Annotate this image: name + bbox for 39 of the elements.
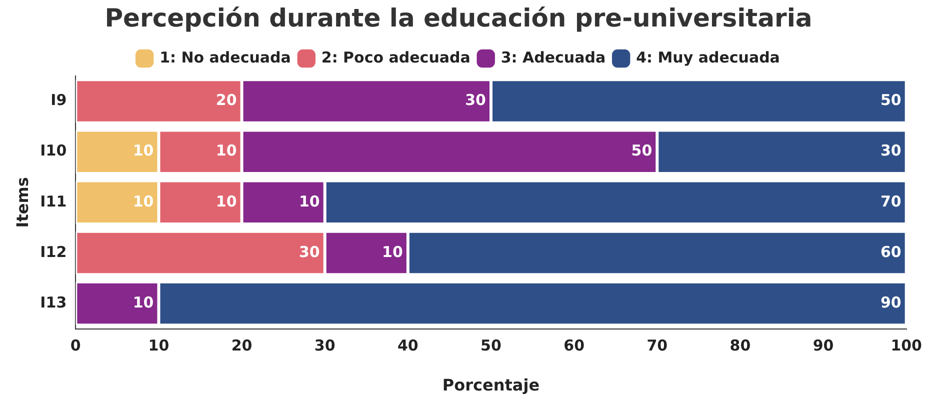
data-label: 10 <box>132 142 154 160</box>
x-tick-label: 40 <box>397 336 418 355</box>
x-tick-label: 0 <box>70 336 81 355</box>
x-tick-label: 90 <box>812 336 834 355</box>
data-label: 30 <box>465 91 486 110</box>
data-label: 10 <box>216 142 237 160</box>
y-tick-label: I11 <box>40 192 67 210</box>
x-tick-label: 20 <box>231 336 252 355</box>
data-label: 50 <box>631 142 652 160</box>
data-label: 70 <box>880 192 902 210</box>
y-tick-label: I13 <box>40 293 67 312</box>
chart-title: Percepción durante la educación pre-universitaria <box>104 4 812 32</box>
data-label: 90 <box>880 293 902 312</box>
data-label: 60 <box>880 242 902 261</box>
legend-label: 4: Muy adecuada <box>636 48 780 66</box>
data-label: 10 <box>216 192 237 210</box>
y-axis-title: Items <box>12 177 32 228</box>
x-tick-label: 60 <box>564 336 585 355</box>
x-tick-label: 70 <box>646 336 668 355</box>
x-tick-label: 30 <box>314 336 336 355</box>
data-label: 10 <box>132 192 154 210</box>
x-axis-title: Porcentaje <box>442 376 540 395</box>
legend-label: 3: Adecuada <box>500 48 606 66</box>
data-label: 10 <box>382 242 403 261</box>
x-tick-label: 80 <box>730 336 751 355</box>
x-tick-label: 50 <box>480 336 502 355</box>
legend-label: 1: No adecuada <box>160 48 291 66</box>
y-tick-label: I12 <box>40 242 67 261</box>
y-tick-label: I10 <box>40 142 67 160</box>
data-label: 30 <box>298 242 320 261</box>
x-tick-label: 100 <box>890 336 922 355</box>
data-label: 30 <box>880 142 902 160</box>
data-label: 50 <box>880 91 902 110</box>
data-label: 10 <box>298 192 320 210</box>
x-tick-label: 10 <box>148 336 170 355</box>
legend-label: 2: Poco adecuada <box>321 48 470 66</box>
data-label: 10 <box>132 293 154 312</box>
y-tick-label: I9 <box>50 91 67 110</box>
data-label: 20 <box>216 91 237 110</box>
